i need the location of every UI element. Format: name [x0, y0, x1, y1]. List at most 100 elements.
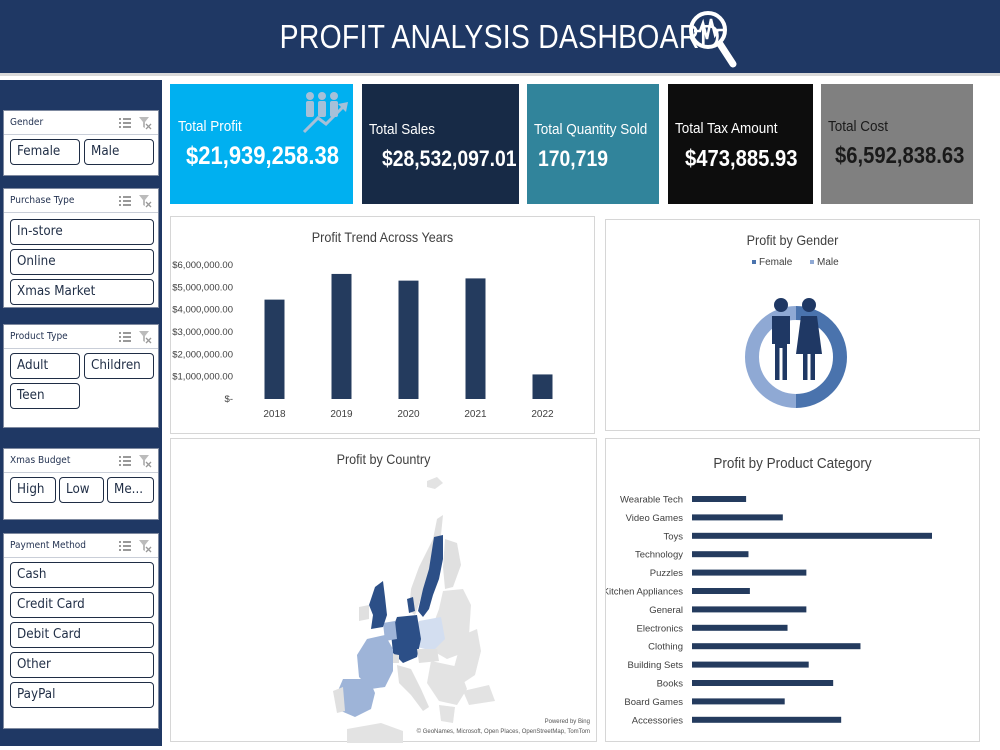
clear-filter-icon[interactable] [138, 454, 152, 468]
chart-title: Profit by Gender [746, 232, 839, 248]
slicer-title: Xmas Budget [10, 455, 71, 466]
category-label: Accessories [632, 715, 683, 726]
category-bar [692, 680, 834, 686]
slicer-option-medium[interactable]: Me... [107, 477, 154, 503]
multi-select-icon[interactable] [118, 116, 132, 130]
category-bar [692, 514, 783, 521]
x-tick-label: 2021 [464, 409, 487, 420]
kpi-value: $473,885.93 [685, 145, 798, 171]
slicer-title: Purchase Type [10, 195, 75, 206]
slicer-option-teen[interactable]: Teen [10, 383, 80, 409]
slicer-option-xmas-market[interactable]: Xmas Market [10, 279, 154, 305]
multi-select-icon[interactable] [118, 330, 132, 344]
kpi-value: 170,719 [538, 146, 608, 171]
multi-select-icon[interactable] [118, 539, 132, 553]
legend-marker [810, 260, 814, 264]
slicer-option-high[interactable]: High [10, 477, 56, 503]
category-bar [692, 532, 932, 539]
slicer-option-children[interactable]: Children [84, 353, 154, 379]
x-tick-label: 2022 [531, 409, 554, 420]
slicer-title: Product Type [10, 331, 68, 342]
slicer-header: Payment Method [4, 534, 158, 558]
category-label: Toys [663, 531, 683, 542]
profit-trend-chart: Profit Trend Across Years $- $1,000,000.0… [170, 216, 595, 434]
category-label: Technology [635, 550, 683, 561]
slicer-option-online[interactable]: Online [10, 249, 154, 275]
europe-map [333, 477, 495, 743]
y-tick-label: $4,000,000.00 [172, 305, 233, 316]
category-label: Wearable Tech [620, 495, 683, 506]
category-label: Board Games [624, 697, 683, 708]
xmas-budget-slicer: Xmas Budget High Low Me... [3, 448, 159, 520]
legend-label: Female [759, 257, 793, 268]
category-label: Video Games [626, 513, 684, 524]
clear-filter-icon[interactable] [138, 539, 152, 553]
slicer-title: Gender [10, 117, 44, 128]
map-region-sweden [418, 535, 443, 617]
category-chart-svg: Wearable Tech Video Games Toys Technology Pu… [606, 495, 932, 726]
category-bar [692, 569, 807, 576]
map-region-uk [369, 581, 387, 629]
kpi-total-tax-amount: Total Tax Amount $473,885.93 [668, 84, 813, 204]
bar-2020 [398, 280, 419, 399]
product-type-slicer: Product Type Adult Children Teen [3, 324, 159, 428]
couple-icon [772, 298, 822, 380]
category-bar [692, 624, 788, 631]
slicer-option-cash[interactable]: Cash [10, 562, 154, 588]
slicer-option-credit-card[interactable]: Credit Card [10, 592, 154, 618]
clear-filter-icon[interactable] [138, 194, 152, 208]
kpi-value: $21,939,258.38 [186, 142, 339, 170]
x-tick-label: 2020 [397, 409, 420, 420]
gender-slicer: Gender Female Male [3, 110, 159, 176]
category-bar [692, 588, 750, 594]
clear-filter-icon[interactable] [138, 116, 152, 130]
profit-by-country-map: Profit by Country [170, 438, 597, 743]
slicer-option-debit-card[interactable]: Debit Card [10, 622, 154, 648]
y-tick-label: $3,000,000.00 [172, 327, 233, 338]
multi-select-icon[interactable] [118, 454, 132, 468]
purchase-type-slicer: Purchase Type In-store Online Xmas Marke… [3, 188, 159, 308]
kpi-label: Total Sales [369, 121, 436, 138]
slicer-option-paypal[interactable]: PayPal [10, 682, 154, 708]
clear-filter-icon[interactable] [138, 330, 152, 344]
category-label: Puzzles [650, 568, 684, 579]
growth-people-icon [302, 92, 348, 134]
y-tick-label: $1,000,000.00 [172, 372, 233, 383]
slicer-panel: Gender Female Male Purchase Type In-stor… [0, 80, 162, 746]
chart-title: Profit Trend Across Years [311, 229, 454, 245]
legend-label: Male [817, 257, 839, 268]
category-label: General [649, 605, 683, 616]
category-bar [692, 716, 842, 723]
kpi-total-quantity-sold: Total Quantity Sold 170,719 [527, 84, 659, 204]
kpi-total-profit: Total Profit $21,939,258.38 [170, 84, 353, 204]
page-title: PROFIT ANALYSIS DASHBOARD [279, 18, 721, 55]
slicer-option-adult[interactable]: Adult [10, 353, 80, 379]
category-label: Books [657, 679, 684, 690]
map-region-france [357, 635, 393, 689]
slicer-option-female[interactable]: Female [10, 139, 80, 165]
slicer-title: Payment Method [10, 540, 87, 551]
slicer-header: Purchase Type [4, 189, 158, 213]
slicer-option-low[interactable]: Low [59, 477, 104, 503]
category-label: Building Sets [628, 660, 684, 671]
legend-marker [752, 260, 756, 264]
category-bar [692, 698, 785, 705]
category-label: Clothing [648, 642, 683, 653]
slicer-option-male[interactable]: Male [84, 139, 154, 165]
kpi-label: Total Quantity Sold [534, 121, 648, 138]
y-tick-label: $6,000,000.00 [172, 260, 233, 271]
slicer-header: Xmas Budget [4, 449, 158, 473]
slicer-option-in-store[interactable]: In-store [10, 219, 154, 245]
x-tick-label: 2019 [330, 409, 353, 420]
category-label: Electronics [637, 623, 684, 634]
multi-select-icon[interactable] [118, 194, 132, 208]
category-bar [692, 496, 747, 502]
category-label: Kitchen Appliances [606, 587, 683, 598]
trend-chart-svg: $- $1,000,000.00 $2,000,000.00 $3,000,000.0… [172, 260, 554, 420]
magnifier-pulse-icon [689, 11, 737, 68]
chart-title: Profit by Product Category [713, 455, 872, 472]
dashboard-header: PROFIT ANALYSIS DASHBOARD [0, 0, 1000, 76]
map-attribution-top: Powered by Bing [544, 719, 590, 725]
kpi-label: Total Tax Amount [675, 120, 778, 137]
slicer-option-other[interactable]: Other [10, 652, 154, 678]
